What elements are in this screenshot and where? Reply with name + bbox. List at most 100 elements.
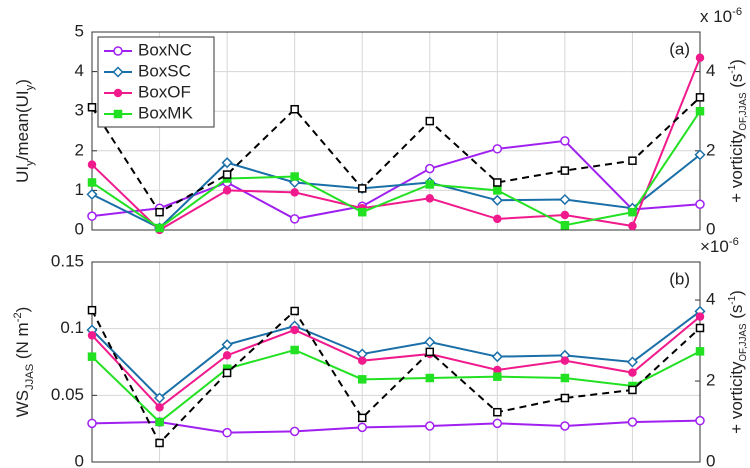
marker: [560, 210, 570, 220]
marker: [222, 186, 232, 195]
label-part: x 10: [700, 7, 732, 26]
marker: [357, 184, 367, 193]
label-part: -1: [727, 65, 738, 74]
marker: [87, 352, 97, 361]
marker: [155, 417, 164, 427]
marker: [560, 166, 570, 175]
marker: [628, 207, 637, 217]
panel-label: (a): [669, 39, 690, 58]
label-part: (s: [727, 305, 746, 324]
marker: [626, 356, 639, 368]
marker: [155, 438, 164, 448]
y-tick-label: 0: [75, 451, 84, 468]
y-tick-label: 0: [75, 219, 84, 238]
marker: [357, 375, 367, 384]
marker: [87, 331, 97, 340]
marker: [628, 221, 637, 231]
label-part: ): [727, 290, 746, 296]
marker: [155, 207, 164, 217]
marker: [695, 93, 705, 102]
marker: [493, 407, 502, 417]
y-tick-label: 0.05: [51, 385, 84, 404]
marker: [155, 403, 164, 412]
marker: [290, 306, 299, 316]
marker: [695, 415, 705, 426]
marker: [112, 66, 124, 78]
series-line: [91, 315, 701, 409]
marker: [560, 136, 570, 146]
series-line: [91, 310, 701, 400]
marker: [493, 214, 502, 224]
marker: [221, 339, 233, 351]
marker: [290, 172, 299, 181]
plot-frame: [91, 261, 701, 463]
marker: [560, 373, 570, 383]
plot-area: [92, 262, 700, 462]
marker: [222, 351, 232, 360]
series-line: [91, 110, 701, 230]
label-part: (N m: [13, 322, 32, 364]
label-part: OF,JJAS: [738, 323, 749, 362]
y2-tick-label: 0: [706, 451, 715, 468]
marker: [222, 427, 232, 438]
y2-axis-label: + vorticityOF,JJAS (s-1): [727, 290, 749, 434]
marker: [290, 325, 299, 335]
label-part: y: [24, 160, 36, 166]
marker: [290, 345, 299, 355]
series-line: [91, 153, 701, 230]
label-part: (s: [727, 74, 746, 93]
marker: [695, 199, 705, 210]
y-tick-label: 0.15: [51, 251, 84, 270]
marker: [153, 392, 166, 404]
marker: [290, 188, 299, 197]
y-tick-label: 2: [75, 140, 84, 159]
marker: [221, 157, 233, 169]
y-tick-label: 0.1: [60, 318, 84, 337]
legend-label: BoxOF: [138, 82, 191, 101]
legend-label: BoxSC: [138, 61, 191, 80]
marker: [695, 323, 705, 333]
marker: [87, 102, 97, 112]
y-axis-label: UIy/mean(UIy): [13, 79, 35, 183]
marker: [491, 351, 503, 363]
label-part: ×10: [700, 237, 729, 256]
marker: [491, 194, 503, 206]
label-part: + vorticity: [727, 361, 746, 434]
marker: [493, 372, 502, 381]
marker: [628, 156, 637, 165]
marker: [628, 385, 637, 395]
marker: [695, 53, 705, 62]
label-part: -2: [12, 312, 24, 322]
marker: [87, 418, 97, 429]
y2-tick-label: 4: [706, 290, 715, 309]
marker: [492, 144, 503, 154]
marker: [695, 347, 705, 356]
marker: [113, 46, 123, 56]
y2-axis-label: + vorticityOF,JJAS (s-1): [727, 59, 749, 203]
marker: [87, 178, 97, 187]
marker: [86, 188, 98, 200]
marker: [493, 186, 502, 195]
marker: [87, 160, 97, 169]
marker: [357, 413, 367, 423]
marker: [155, 223, 164, 233]
marker: [87, 305, 97, 315]
marker: [289, 426, 300, 437]
y-tick-label: 5: [75, 21, 84, 40]
label-part: UI: [13, 166, 32, 183]
marker: [113, 88, 123, 98]
marker: [222, 170, 232, 179]
marker: [492, 418, 503, 429]
marker: [559, 193, 571, 206]
y-tick-label: 3: [75, 101, 84, 120]
series-line: [91, 309, 701, 445]
y-tick-label: 4: [75, 61, 84, 80]
marker: [560, 356, 570, 365]
marker: [628, 368, 637, 377]
label-part: JJAS: [24, 364, 36, 390]
y2-multiplier: x 10-6: [700, 6, 742, 27]
marker: [694, 149, 706, 161]
series-line: [91, 57, 701, 232]
label-part: /mean(UI: [13, 90, 32, 160]
